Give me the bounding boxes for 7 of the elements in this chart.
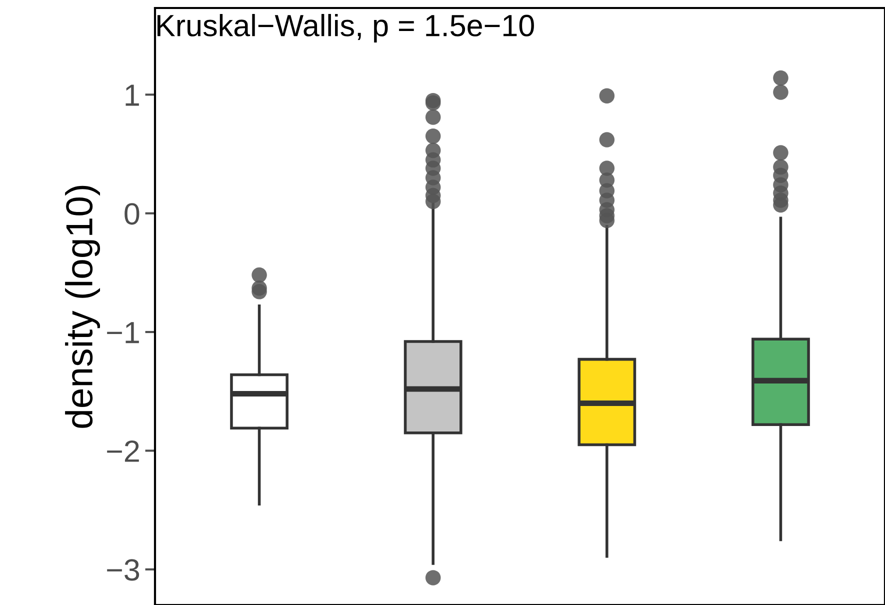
y-tick-label: 1 — [126, 84, 139, 106]
y-tick-label: −3 — [107, 559, 140, 581]
y-tick-label: −2 — [107, 440, 139, 462]
y-axis-title: density (log10) — [65, 186, 100, 428]
y-tick-label: −1 — [107, 322, 139, 344]
y-tick-label: 0 — [124, 203, 140, 225]
annotation: Kruskal−Wallis, p = 1.5e−10 — [158, 14, 534, 42]
